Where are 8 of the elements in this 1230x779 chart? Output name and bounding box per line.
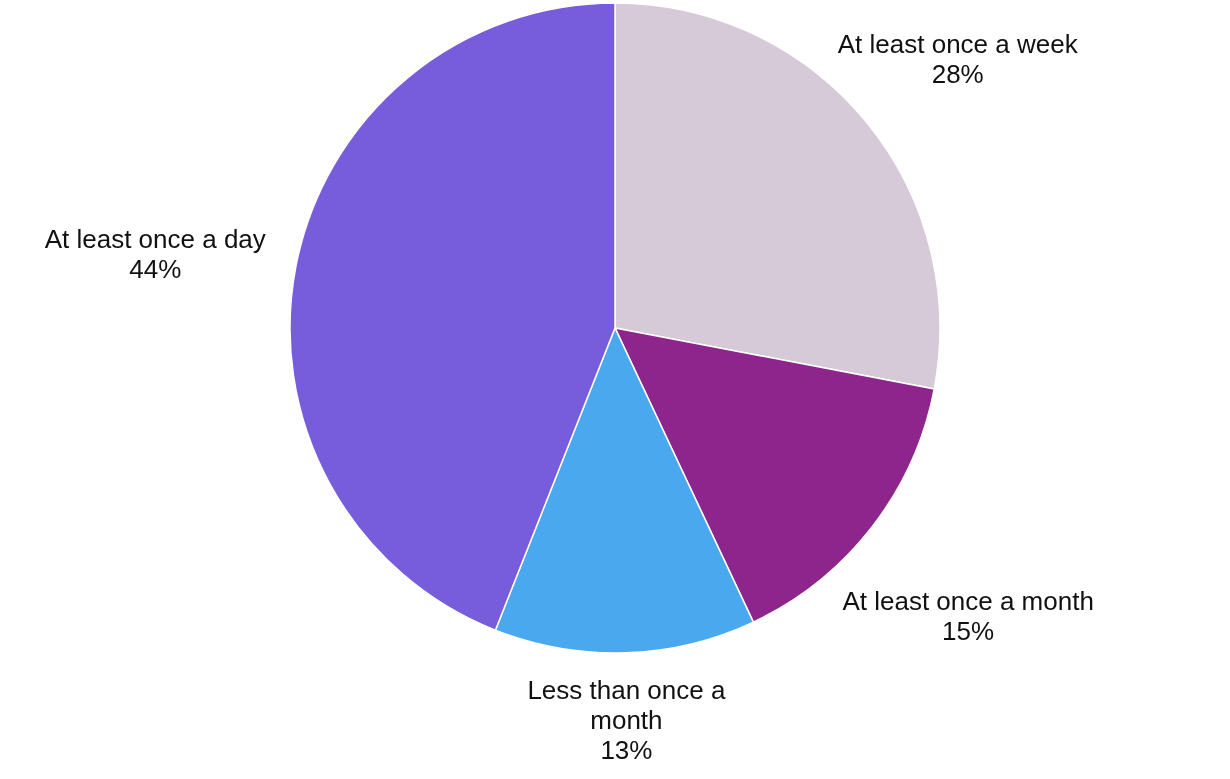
data-label: 28% xyxy=(931,58,984,89)
data-label: 13% xyxy=(600,735,653,766)
slice-label: At least once a month xyxy=(842,585,1094,616)
data-label: 44% xyxy=(129,254,182,285)
data-label: 15% xyxy=(942,615,995,646)
slice-label: At least once a day xyxy=(44,224,266,255)
slice-label: Less than once a month xyxy=(527,675,726,736)
slice-label: At least once a week xyxy=(837,28,1079,59)
